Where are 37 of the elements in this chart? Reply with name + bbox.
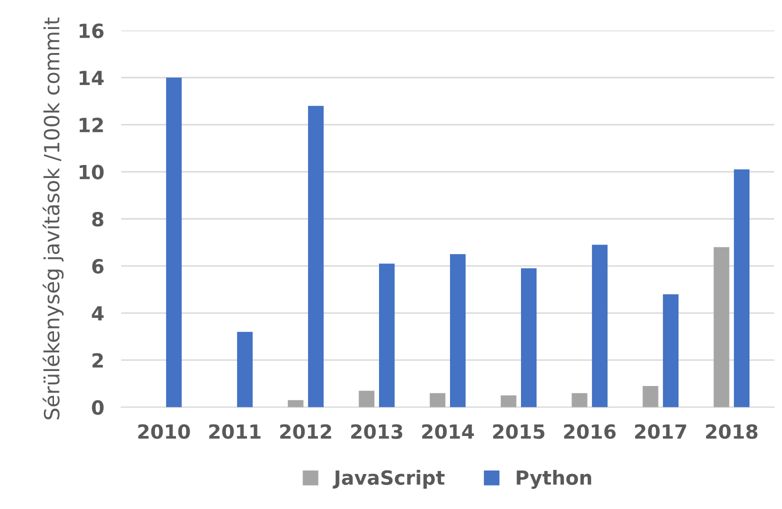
bar bbox=[358, 390, 374, 408]
y-tick-label: 2 bbox=[92, 353, 103, 368]
y-tick-label: 4 bbox=[92, 306, 104, 320]
x-tick-label: 2014 bbox=[422, 424, 474, 439]
bar bbox=[642, 386, 658, 408]
bar bbox=[166, 78, 182, 408]
bar bbox=[288, 400, 304, 408]
bar bbox=[379, 264, 395, 408]
legend-label: Python bbox=[516, 470, 592, 489]
legend-label: JavaScript bbox=[332, 470, 445, 489]
x-tick-label: 2011 bbox=[209, 424, 260, 439]
bar bbox=[520, 268, 537, 408]
y-tick-label: 6 bbox=[92, 258, 104, 274]
y-tick-label: 10 bbox=[80, 164, 104, 180]
x-tick-label: 2018 bbox=[706, 424, 758, 439]
bar bbox=[662, 294, 679, 408]
bar bbox=[734, 169, 750, 408]
bar bbox=[237, 332, 253, 408]
y-tick-label: 0 bbox=[92, 400, 104, 415]
x-tick-label: 2010 bbox=[138, 424, 190, 439]
x-tick-label: 2016 bbox=[564, 424, 616, 439]
y-tick-label: 12 bbox=[80, 118, 103, 132]
bar bbox=[714, 247, 730, 408]
bar bbox=[572, 393, 588, 408]
x-tick-label: 2017 bbox=[635, 424, 686, 439]
y-tick-label: 16 bbox=[80, 24, 104, 38]
bar bbox=[450, 254, 466, 408]
bar bbox=[308, 106, 324, 408]
bar bbox=[500, 395, 516, 408]
bar bbox=[430, 393, 446, 408]
x-tick-label: 2013 bbox=[351, 424, 402, 439]
bar bbox=[592, 244, 608, 408]
y-tick-label: 8 bbox=[92, 212, 104, 227]
y-axis-title: Sérülékenység javítások /100k commit bbox=[42, 18, 64, 420]
x-tick-label: 2015 bbox=[493, 424, 544, 439]
y-tick-label: 14 bbox=[80, 70, 104, 86]
x-tick-label: 2012 bbox=[280, 424, 332, 439]
